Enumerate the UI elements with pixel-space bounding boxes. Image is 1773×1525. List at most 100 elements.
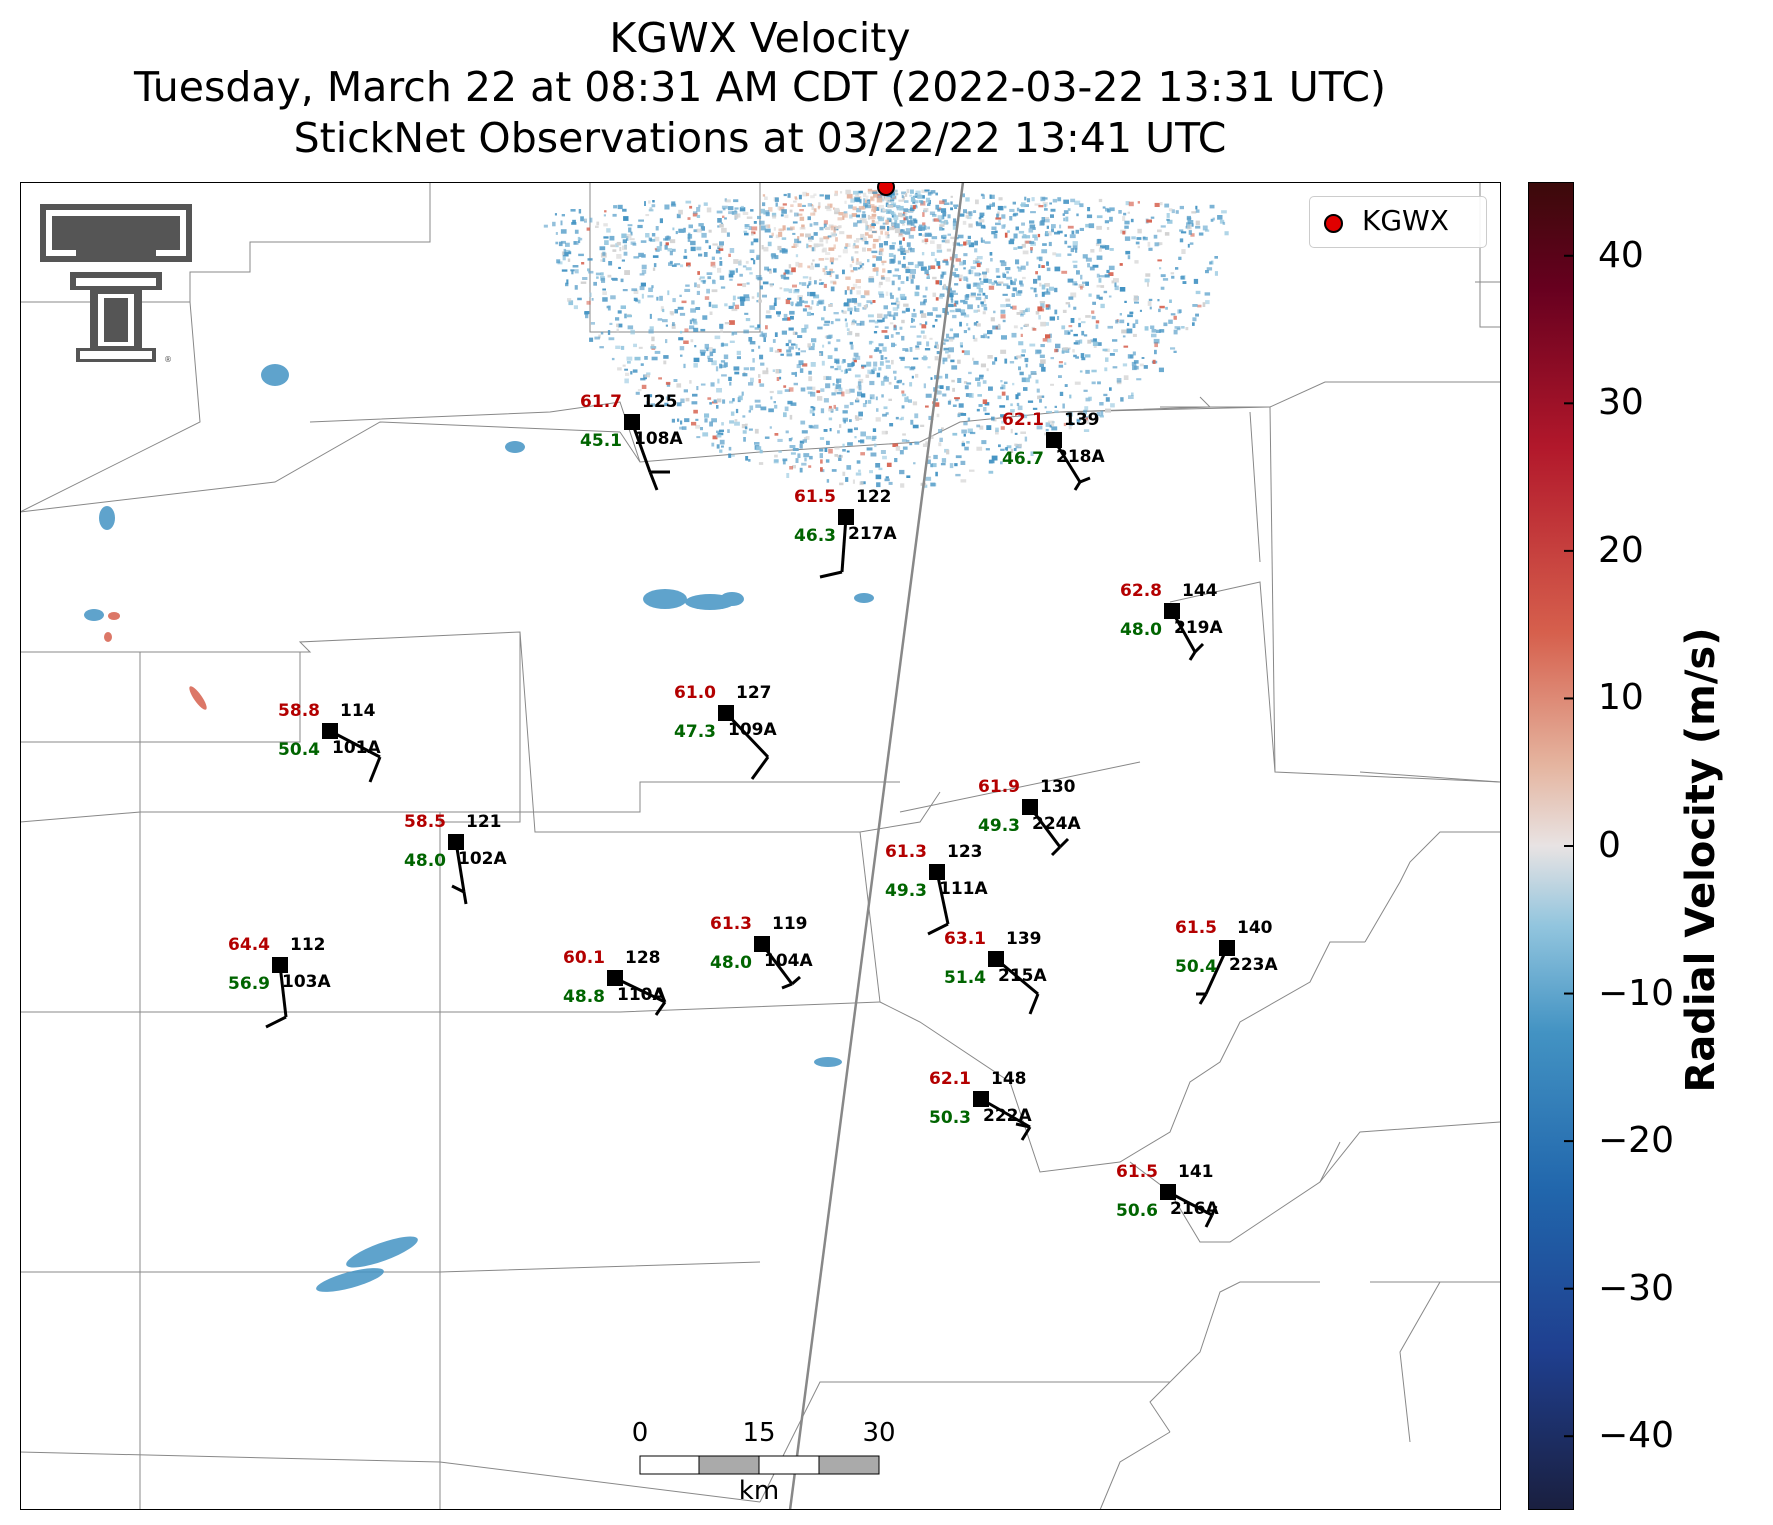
station-marker[interactable]: [1022, 799, 1038, 815]
station-marker[interactable]: [272, 957, 288, 973]
title-line-2: Tuesday, March 22 at 08:31 AM CDT (2022-…: [133, 63, 1386, 111]
colorbar-label: Radial Velocity (m/s): [1678, 627, 1724, 1093]
station-marker[interactable]: [322, 723, 338, 739]
station-marker[interactable]: [607, 970, 623, 986]
station-marker[interactable]: [718, 705, 734, 721]
station-marker[interactable]: [929, 864, 945, 880]
radar-map[interactable]: 61.7 125 45.1 108A 61.5 122 46.3 217A 62.1 139 46.…: [20, 182, 1501, 1510]
station-218A[interactable]: 62.1 139 46.7 218A: [1002, 410, 1105, 491]
velocity-returns: [543, 187, 1229, 488]
station-102A[interactable]: 58.5 121 48.0 102A: [404, 812, 507, 905]
station-pressure: 121: [466, 812, 502, 832]
scale-unit: km: [738, 1476, 780, 1506]
station-pressure: 123: [947, 842, 983, 862]
wind-barb-flag: [368, 756, 382, 783]
station-dewpoint: 50.4: [1175, 957, 1217, 977]
station-224A[interactable]: 61.9 130 49.3 224A: [978, 777, 1081, 857]
station-marker[interactable]: [624, 414, 640, 430]
colorbar-tick-label: −10: [1598, 972, 1674, 1014]
wind-barb-flag: [462, 891, 468, 905]
wind-barb-shaft: [840, 516, 848, 573]
echo-clusters: [84, 364, 874, 1292]
colorbar-tick-label: −20: [1598, 1120, 1674, 1162]
station-marker[interactable]: [988, 951, 1004, 967]
county-boundaries: [20, 182, 1501, 1510]
station-109A[interactable]: 61.0 127 47.3 109A: [674, 683, 777, 780]
station-marker[interactable]: [448, 834, 464, 850]
station-dewpoint: 50.4: [278, 740, 320, 760]
station-219A[interactable]: 62.8 144 48.0 219A: [1120, 581, 1223, 661]
station-dewpoint: 48.0: [710, 953, 752, 973]
wind-barb-flag: [1015, 1122, 1031, 1129]
wind-barb-shaft: [454, 841, 466, 893]
station-101A[interactable]: 58.8 114 50.4 101A: [278, 701, 382, 783]
station-id: 102A: [458, 849, 507, 869]
station-id: 223A: [1229, 955, 1278, 975]
station-temperature: 61.9: [978, 777, 1020, 797]
station-dewpoint: 48.0: [1120, 620, 1162, 640]
wind-barb-flag: [1193, 642, 1205, 654]
radial-line: [788, 182, 965, 1510]
texas-tech-logo: ®: [40, 204, 192, 364]
station-id: 103A: [282, 972, 331, 992]
station-215A[interactable]: 63.1 139 51.4 215A: [944, 929, 1047, 1015]
station-104A[interactable]: 61.3 119 48.0 104A: [710, 914, 813, 990]
station-110A[interactable]: 60.1 128 48.8 110A: [563, 948, 666, 1016]
station-marker[interactable]: [1160, 1184, 1176, 1200]
wind-barb-flag: [1073, 481, 1082, 491]
wind-barb-flag: [781, 982, 793, 990]
wind-barb-flag: [1020, 1126, 1032, 1141]
station-temperature: 58.5: [404, 812, 446, 832]
colorbar-tick-label: 10: [1598, 677, 1644, 719]
station-111A[interactable]: 61.3 123 49.3 111A: [885, 842, 988, 936]
station-pressure: 130: [1040, 777, 1076, 797]
station-marker[interactable]: [1046, 432, 1062, 448]
wind-barb-flag: [1058, 837, 1070, 849]
station-pressure: 127: [736, 683, 772, 703]
station-marker[interactable]: [1164, 603, 1180, 619]
station-temperature: 63.1: [944, 929, 986, 949]
station-222A[interactable]: 62.1 148 50.3 222A: [929, 1069, 1032, 1141]
station-id: 111A: [939, 879, 988, 899]
station-temperature: 62.1: [929, 1069, 971, 1089]
station-marker[interactable]: [838, 509, 854, 525]
station-dewpoint: 50.3: [929, 1108, 971, 1128]
stations-layer: 61.7 125 45.1 108A 61.5 122 46.3 217A 62.1 139 46.…: [228, 392, 1278, 1228]
station-108A[interactable]: 61.7 125 45.1 108A: [580, 392, 683, 491]
station-marker[interactable]: [1219, 940, 1235, 956]
wind-barb-flag: [265, 1015, 287, 1029]
wind-barb-shaft: [278, 964, 288, 1018]
wind-barb-shaft: [980, 1097, 1031, 1129]
wind-barb-flag: [451, 884, 465, 894]
station-217A[interactable]: 61.5 122 46.3 217A: [794, 487, 897, 579]
station-temperature: 61.3: [710, 914, 752, 934]
station-dewpoint: 46.7: [1002, 449, 1044, 469]
wind-barb-flag: [1028, 993, 1040, 1015]
station-marker[interactable]: [754, 936, 770, 952]
station-pressure: 114: [340, 701, 376, 721]
station-marker[interactable]: [973, 1091, 989, 1107]
station-id: 217A: [848, 524, 897, 544]
radar-site-marker[interactable]: [877, 182, 895, 196]
station-dewpoint: 49.3: [885, 881, 927, 901]
station-223A[interactable]: 61.5 140 50.4 223A: [1175, 918, 1278, 1005]
scale-label-30: 30: [862, 1418, 896, 1448]
wind-barb-shaft: [935, 871, 950, 925]
wind-barb-flag: [791, 975, 801, 986]
station-temperature: 60.1: [563, 948, 605, 968]
colorbar-tick-label: 20: [1598, 529, 1644, 571]
station-216A[interactable]: 61.5 141 50.6 216A: [1116, 1162, 1219, 1228]
station-103A[interactable]: 64.4 112 56.9 103A: [228, 935, 331, 1029]
wind-barb-flag: [1204, 1214, 1214, 1228]
legend: KGWX: [1309, 196, 1487, 248]
station-temperature: 64.4: [228, 935, 270, 955]
station-dewpoint: 47.3: [674, 722, 716, 742]
wind-barb-flag: [1210, 1205, 1218, 1216]
colorbar: [1528, 182, 1574, 1510]
wind-barb-flag: [750, 756, 770, 780]
station-id: 109A: [728, 720, 777, 740]
station-dewpoint: 49.3: [978, 816, 1020, 836]
station-temperature: 61.5: [1116, 1162, 1158, 1182]
station-id: 218A: [1056, 447, 1105, 467]
wind-barb-flag: [648, 471, 659, 491]
